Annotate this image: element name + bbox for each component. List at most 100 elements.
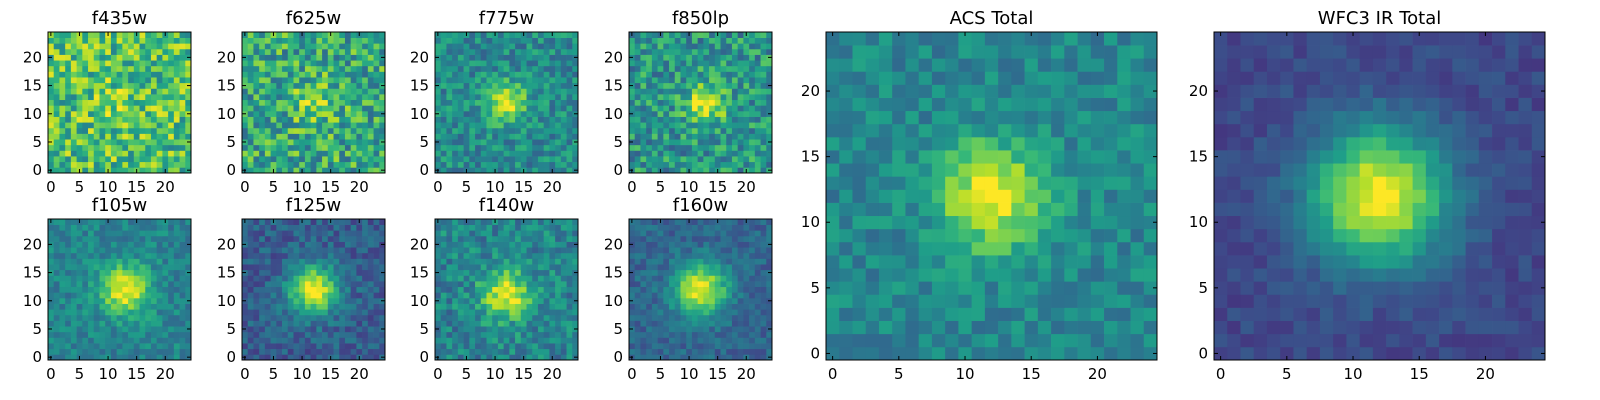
heatmap-cell bbox=[497, 54, 504, 61]
heatmap-cell bbox=[515, 127, 522, 134]
heatmap-cell bbox=[247, 281, 254, 288]
heatmap-cell bbox=[350, 303, 357, 310]
heatmap-cell bbox=[452, 258, 459, 265]
heatmap-cell bbox=[509, 144, 516, 151]
heatmap-cell bbox=[697, 122, 704, 129]
heatmap-cell bbox=[367, 269, 374, 276]
heatmap-cell bbox=[520, 127, 527, 134]
heatmap-cell bbox=[480, 297, 487, 304]
heatmap-cell bbox=[560, 354, 567, 361]
heatmap-cell bbox=[99, 43, 106, 50]
heatmap-cell bbox=[367, 297, 374, 304]
heatmap-cell bbox=[440, 60, 447, 67]
heatmap-cell bbox=[356, 48, 363, 55]
heatmap-cell bbox=[532, 48, 539, 55]
heatmap-cell bbox=[457, 37, 464, 44]
heatmap-cell bbox=[122, 258, 129, 265]
heatmap-cell bbox=[486, 286, 493, 293]
heatmap-cell bbox=[766, 60, 773, 67]
heatmap-cell bbox=[76, 54, 83, 61]
heatmap-cell bbox=[99, 281, 106, 288]
heatmap-cell bbox=[452, 48, 459, 55]
heatmap-cell bbox=[457, 43, 464, 50]
heatmap-cell bbox=[344, 82, 352, 89]
heatmap-cell bbox=[457, 235, 464, 242]
heatmap-cell bbox=[76, 269, 83, 276]
heatmap-cell bbox=[156, 348, 163, 355]
heatmap-cell bbox=[373, 326, 380, 333]
heatmap-cell bbox=[304, 127, 311, 134]
heatmap-cell bbox=[634, 110, 641, 117]
heatmap-cell bbox=[259, 241, 266, 248]
heatmap-cell bbox=[486, 337, 493, 344]
heatmap-cell bbox=[440, 32, 447, 38]
heatmap-cell bbox=[435, 65, 442, 72]
heatmap-cell bbox=[316, 230, 323, 237]
heatmap-cell bbox=[629, 122, 636, 129]
heatmap-cell bbox=[440, 156, 447, 163]
heatmap-cell bbox=[520, 161, 527, 168]
heatmap-cell bbox=[709, 343, 716, 350]
heatmap-cell bbox=[566, 275, 573, 282]
heatmap-cell bbox=[88, 99, 95, 106]
heatmap-cell bbox=[469, 122, 476, 129]
heatmap-cell bbox=[640, 94, 647, 101]
heatmap-cell bbox=[168, 264, 175, 271]
heatmap-cell bbox=[703, 150, 710, 157]
heatmap-cell bbox=[452, 122, 459, 129]
heatmap-cell bbox=[70, 252, 77, 259]
heatmap-cell bbox=[543, 32, 550, 38]
heatmap-cell bbox=[327, 264, 334, 271]
heatmap-cell bbox=[76, 82, 83, 89]
heatmap-cell bbox=[122, 235, 129, 242]
heatmap-cell bbox=[316, 235, 323, 242]
heatmap-cell bbox=[509, 219, 516, 225]
x-tick-label: 0 bbox=[240, 365, 250, 383]
heatmap-cell bbox=[452, 71, 459, 78]
heatmap-cell bbox=[133, 99, 140, 106]
heatmap-cell bbox=[322, 241, 329, 248]
heatmap-cell bbox=[122, 65, 129, 72]
heatmap-cell bbox=[70, 43, 77, 50]
heatmap-cell bbox=[634, 116, 641, 123]
heatmap-cell bbox=[486, 77, 493, 84]
heatmap-cell bbox=[105, 281, 112, 288]
heatmap-cell bbox=[270, 144, 277, 151]
heatmap-cell bbox=[480, 43, 487, 50]
heatmap-cell bbox=[680, 303, 687, 310]
heatmap-cell bbox=[270, 241, 277, 248]
heatmap-cell bbox=[532, 320, 539, 327]
heatmap-cell bbox=[145, 343, 152, 350]
heatmap-cell bbox=[697, 133, 704, 140]
heatmap-cell bbox=[168, 139, 175, 146]
heatmap-cell bbox=[327, 150, 334, 157]
heatmap-cell bbox=[475, 99, 482, 106]
heatmap-cell bbox=[316, 326, 323, 333]
heatmap-cell bbox=[53, 110, 60, 117]
heatmap-cell bbox=[327, 144, 334, 151]
heatmap-cell bbox=[663, 337, 670, 344]
heatmap-cell bbox=[105, 60, 112, 67]
heatmap-cell bbox=[299, 37, 306, 44]
heatmap-cell bbox=[99, 133, 106, 140]
heatmap-cell bbox=[572, 60, 579, 67]
heatmap-cell bbox=[549, 99, 556, 106]
heatmap-cell bbox=[270, 94, 277, 101]
heatmap-cell bbox=[503, 269, 510, 276]
heatmap-cell bbox=[65, 32, 72, 38]
heatmap-cell bbox=[344, 241, 352, 248]
heatmap-cell bbox=[264, 320, 271, 327]
heatmap-cell bbox=[70, 37, 77, 44]
heatmap-cell bbox=[749, 105, 756, 112]
heatmap-cell bbox=[122, 348, 129, 355]
heatmap-cell bbox=[475, 247, 482, 254]
heatmap-cell bbox=[259, 88, 266, 95]
heatmap-cell bbox=[139, 337, 146, 344]
heatmap-cell bbox=[452, 105, 459, 112]
heatmap-cell bbox=[53, 314, 60, 321]
heatmap-cell bbox=[379, 320, 386, 327]
heatmap-cell bbox=[70, 139, 77, 146]
heatmap-cell bbox=[173, 241, 180, 248]
heatmap-cell bbox=[116, 258, 123, 265]
heatmap-cell bbox=[731, 88, 739, 95]
